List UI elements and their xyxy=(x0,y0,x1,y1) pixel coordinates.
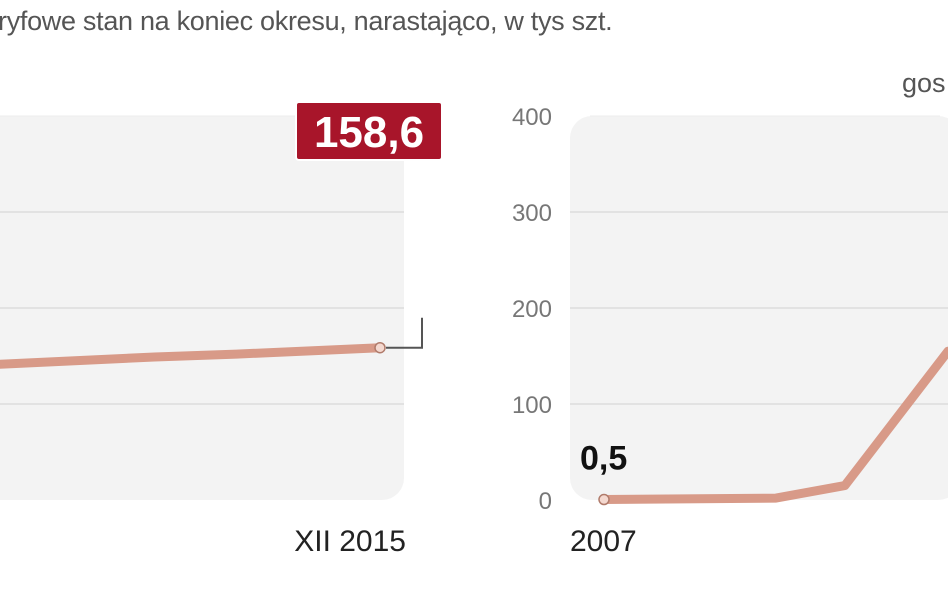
series-line xyxy=(0,343,385,369)
right-chart-panel: 0 100 200 300 400 0,5 2007 xyxy=(512,104,948,558)
y-tick-label: 400 xyxy=(512,104,552,131)
chart-subtitle: ryfowe stan na koniec okresu, narastając… xyxy=(0,6,613,36)
callout-value-label: 158,6 xyxy=(314,108,424,157)
callout-leader xyxy=(386,317,423,349)
data-value-label: 0,5 xyxy=(580,440,627,478)
left-chart-panel: 158,6 XII 2015 xyxy=(0,101,443,558)
callout-box xyxy=(295,101,443,161)
y-tick-label: 100 xyxy=(512,392,552,419)
data-point-marker xyxy=(598,493,610,506)
x-axis-end-label: XII 2015 xyxy=(294,525,406,558)
right-panel-title-fragment: gos xyxy=(902,68,946,98)
x-axis-start-label: 2007 xyxy=(570,525,637,558)
y-tick-label: 300 xyxy=(512,200,552,227)
data-point-marker xyxy=(374,341,386,354)
y-tick-label: 0 xyxy=(539,488,552,515)
y-tick-label: 200 xyxy=(512,296,552,323)
series-line xyxy=(599,346,948,504)
